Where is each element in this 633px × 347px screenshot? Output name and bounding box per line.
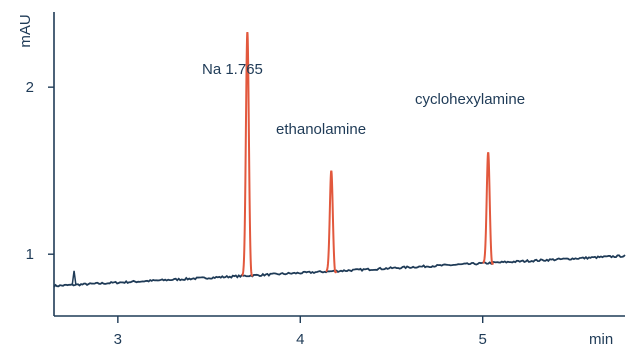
peak-2 <box>482 152 494 265</box>
peak-label: Na 1.765 <box>202 61 263 78</box>
peak-label: ethanolamine <box>276 121 366 138</box>
peak-0 <box>241 31 253 277</box>
small-spike <box>71 270 77 285</box>
x-tick-label: 3 <box>114 331 122 347</box>
peaks <box>241 31 494 277</box>
peak-labels: Na 1.765 ethanolamine cyclohexylamine <box>202 61 525 138</box>
peak-1 <box>325 170 338 274</box>
x-tick-label: 4 <box>296 331 304 347</box>
baseline-trace <box>53 254 626 288</box>
peak-label: cyclohexylamine <box>415 91 525 108</box>
y-tick-label: 1 <box>26 246 34 263</box>
axes <box>53 12 625 317</box>
series <box>53 254 626 288</box>
ticks: 3 4 5 1 2 <box>26 79 487 347</box>
y-axis-label: mAU <box>17 14 34 47</box>
x-axis-label: min <box>589 331 613 347</box>
x-tick-label: 5 <box>479 331 487 347</box>
y-tick-label: 2 <box>26 79 34 96</box>
